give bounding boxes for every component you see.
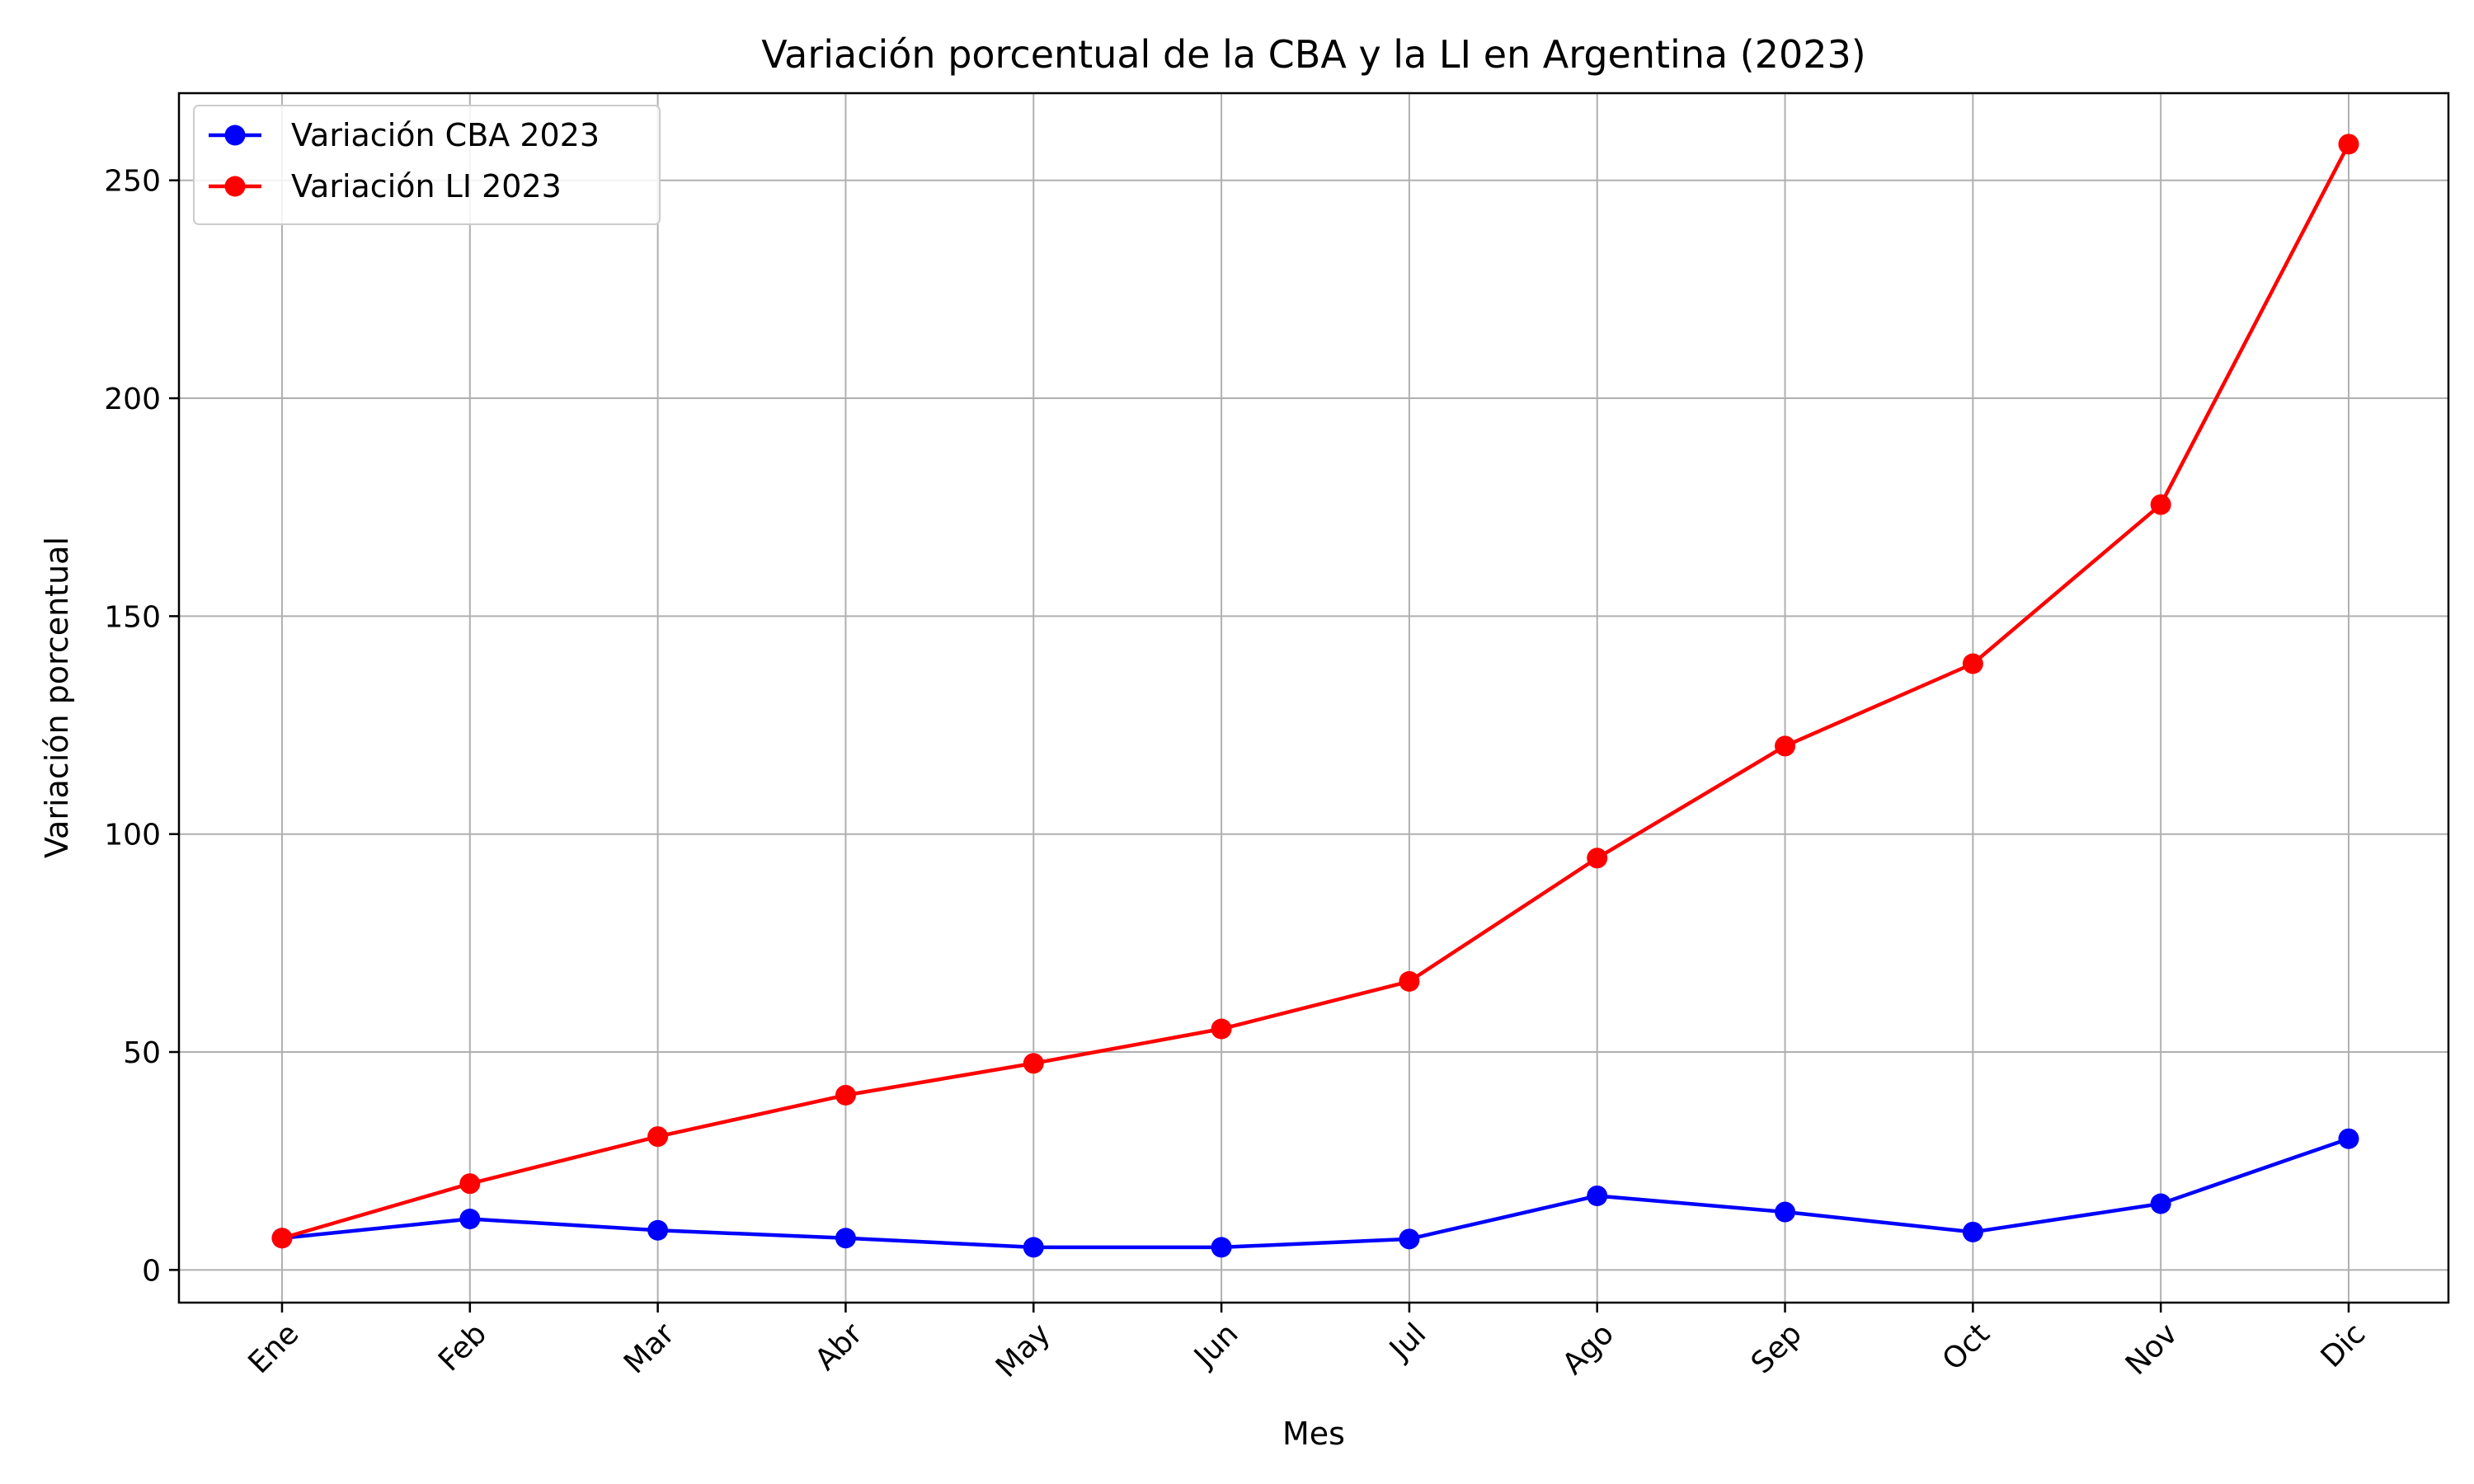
x-tick-label: Nov — [2119, 1317, 2185, 1382]
legend: Variación CBA 2023 Variación LI 2023 — [193, 105, 661, 225]
data-point — [1399, 1228, 1420, 1250]
x-tick-label: May — [990, 1317, 1057, 1384]
data-point — [1775, 1201, 1796, 1223]
y-tick-label: 150 — [104, 600, 161, 634]
series-layer — [271, 134, 2359, 1258]
data-point — [1023, 1053, 1044, 1074]
x-tick-label: Oct — [1936, 1317, 1997, 1377]
x-axis-label: Mes — [1282, 1416, 1345, 1452]
plot-frame — [177, 92, 2450, 1304]
grid-layer — [179, 93, 2448, 1303]
y-tick-label: 0 — [142, 1254, 161, 1288]
y-tick-label: 50 — [123, 1036, 161, 1070]
legend-label: Variación LI 2023 — [291, 168, 562, 204]
y-tick-label: 200 — [104, 383, 161, 416]
legend-label: Variación CBA 2023 — [291, 117, 600, 153]
data-point — [2338, 1128, 2359, 1149]
data-point — [1399, 970, 1420, 992]
data-point — [1587, 1185, 1608, 1206]
x-tick-label: Sep — [1745, 1317, 1808, 1380]
data-point — [1211, 1018, 1232, 1040]
series-line — [281, 1137, 2349, 1250]
data-point — [1775, 735, 1796, 757]
x-tick-label: Jun — [1187, 1317, 1244, 1374]
data-point — [835, 1228, 856, 1249]
x-tick-label: Ene — [242, 1317, 305, 1380]
x-tick-label: Mar — [618, 1317, 681, 1380]
data-point — [647, 1219, 669, 1241]
data-point — [459, 1173, 481, 1195]
data-point — [271, 1228, 293, 1249]
legend-marker — [224, 176, 246, 197]
data-point — [2150, 494, 2171, 515]
y-axis-label: Variación porcentual — [39, 537, 75, 858]
series-line — [281, 143, 2350, 1240]
x-tick-label: Abr — [809, 1317, 869, 1377]
y-tick-label: 250 — [104, 165, 161, 199]
x-tick-label: Jul — [1382, 1317, 1432, 1367]
x-tick-label: Ago — [1556, 1317, 1620, 1381]
chart-title: Variación porcentual de la CBA y la LI e… — [761, 32, 1866, 77]
data-point — [1211, 1237, 1232, 1258]
ticks-layer: Ene Feb Mar Abr May Jun Jul Ago Sep Oct Nov Dic 0 50 1… — [104, 165, 2372, 1384]
x-tick-label: Dic — [2315, 1317, 2373, 1374]
data-point — [2338, 134, 2359, 155]
data-point — [459, 1208, 481, 1229]
data-point — [1962, 1221, 1983, 1242]
data-point — [2150, 1193, 2171, 1214]
x-tick-label: Feb — [432, 1317, 493, 1378]
y-tick-label: 100 — [104, 819, 161, 852]
data-point — [1023, 1237, 1044, 1258]
legend-marker — [224, 124, 246, 146]
data-point — [835, 1084, 856, 1106]
data-point — [647, 1126, 669, 1148]
legend-box — [193, 105, 661, 225]
data-point — [1962, 653, 1983, 674]
data-point — [1587, 848, 1608, 869]
